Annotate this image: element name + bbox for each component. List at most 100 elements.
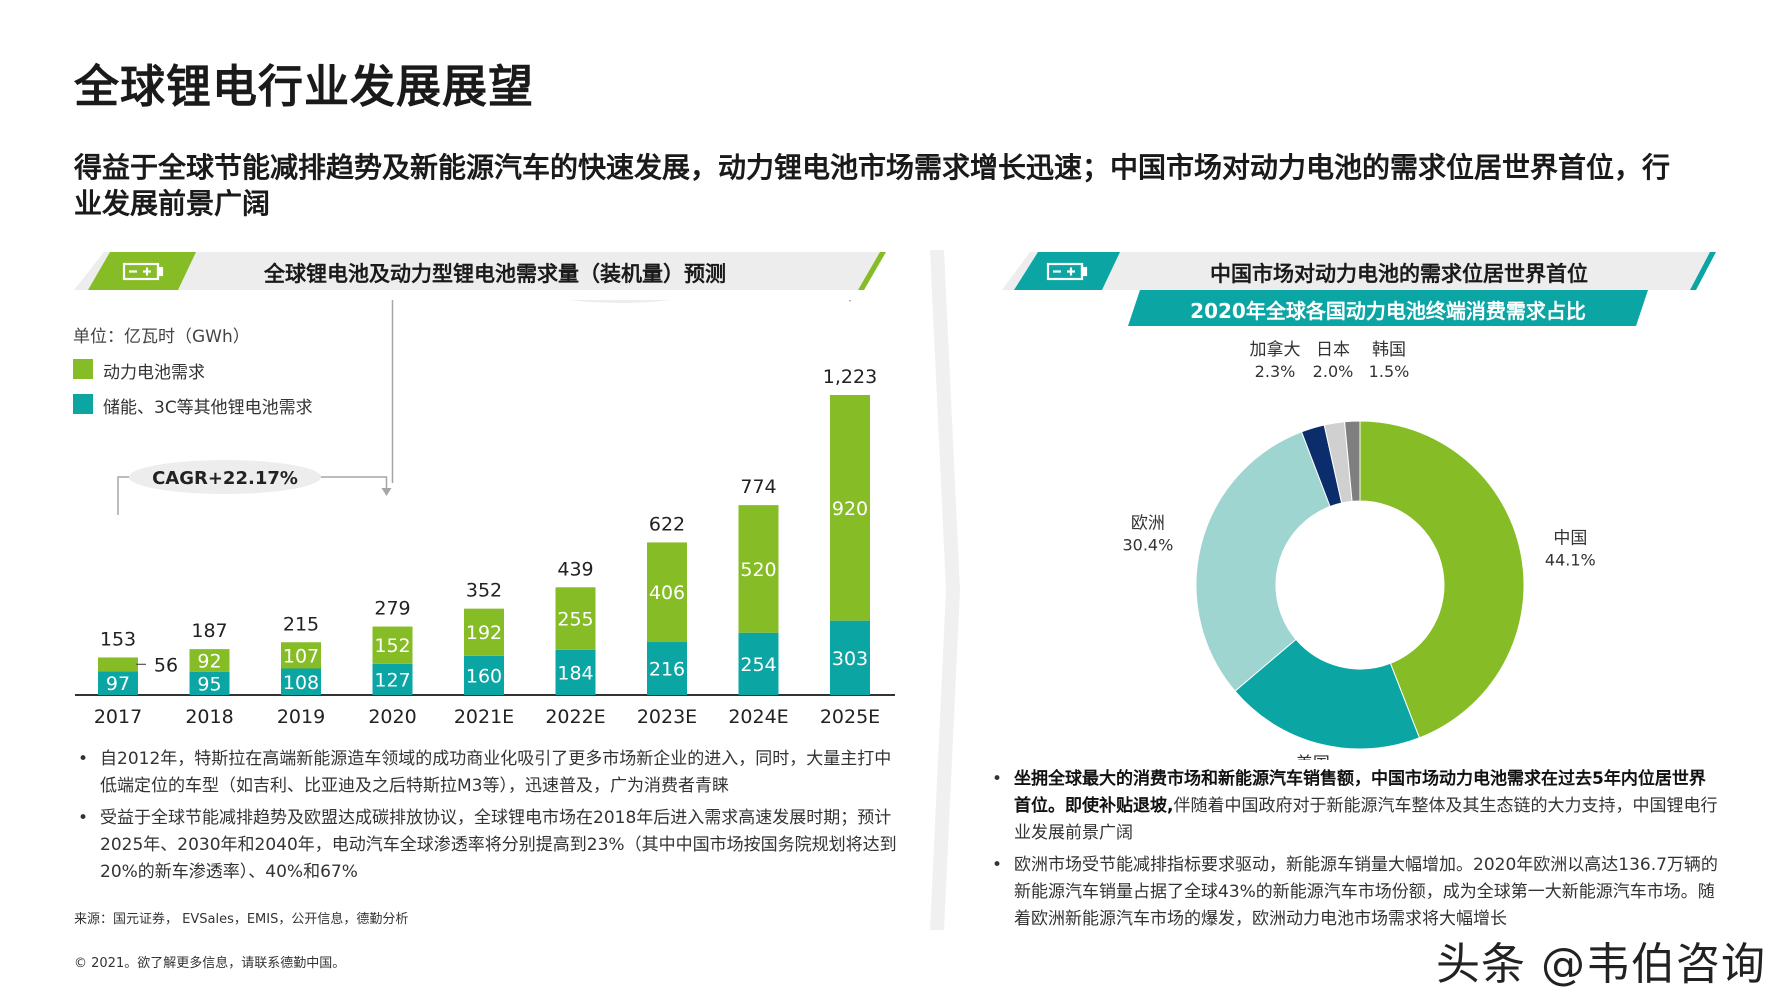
x-tick-label: 2019 <box>277 706 325 728</box>
x-tick-label: 2021E <box>454 706 514 728</box>
legend-swatch-teal <box>73 394 93 414</box>
x-tick-label: 2020 <box>368 706 416 728</box>
bar-value-label: 406 <box>649 582 685 604</box>
bar-value-label: 216 <box>649 659 685 681</box>
donut-slice <box>1344 420 1361 502</box>
bar-total-label: 1,223 <box>823 366 877 388</box>
right-banner-title: 中国市场对动力电池的需求位居世界首位 <box>1210 262 1588 286</box>
slice-percent: 2.0% <box>1313 362 1354 381</box>
slice-label: 加拿大 <box>1250 339 1301 360</box>
bullet-bold-text: 坐拥全球最大的消费市场和新能源汽车销售额，中国市场动力电池需求在过去5年内位居世… <box>1014 769 1706 816</box>
bar-total-label: 352 <box>466 580 502 602</box>
bar-value-label: 108 <box>283 672 319 694</box>
bar-power-segment <box>281 642 321 669</box>
bar-value-label: 160 <box>466 665 502 687</box>
bar-value-label: 520 <box>740 559 776 581</box>
bar-total-label: 187 <box>191 620 227 642</box>
unit-label: 单位：亿瓦时（GWh） <box>73 327 250 347</box>
slice-label: 日本 <box>1316 340 1350 360</box>
bar-other-segment <box>830 620 870 695</box>
slice-percent: 2.3% <box>1255 362 1296 381</box>
copyright-note: © 2021。欲了解更多信息，请联系德勤中国。 <box>74 956 346 971</box>
bar-value-label: 152 <box>374 635 410 657</box>
headline: 得益于全球节能减排趋势及新能源汽车的快速发展，动力锂电池市场需求增长迅速；中国市… <box>74 151 1671 220</box>
legend-swatch-green <box>73 359 93 379</box>
left-bullet-list: • 自2012年，特斯拉在高端新能源造车领域的成功商业化吸引了更多市场新企业的进入… <box>74 746 904 891</box>
cagr-bracket <box>391 300 394 483</box>
bar-value-label: 97 <box>106 673 130 695</box>
slice-label: 韩国 <box>1372 340 1406 360</box>
slice-percent: 1.5% <box>1369 362 1410 381</box>
donut-slice <box>1195 431 1331 692</box>
bar-other-segment <box>281 668 321 695</box>
bullet-text: 伴随着中国政府对于新能源汽车整体及其生态链的大力支持，中国锂电行业发展前景广阔 <box>1014 796 1718 843</box>
right-section-banner: 中国市场对动力电池的需求位居世界首位 <box>1002 252 1722 290</box>
x-tick-label: 2018 <box>185 706 233 728</box>
cagr-badge <box>129 460 321 494</box>
bar-power-segment <box>647 542 687 643</box>
list-item: • 坐拥全球最大的消费市场和新能源汽车销售额，中国市场动力电池需求在过去5年内位居… <box>988 766 1722 847</box>
left-section-banner: 全球锂电池及动力型锂电池需求量（装机量）预测 <box>74 252 894 290</box>
x-tick-label: 2025E <box>820 706 880 728</box>
donut-slice <box>1234 638 1421 750</box>
bullet-dot: • <box>78 808 89 828</box>
pie-subtitle: 2020年全球各国动力电池终端消费需求占比 <box>1190 299 1586 323</box>
bullet-dot: • <box>992 855 1003 875</box>
panel-divider <box>930 250 960 930</box>
x-tick-label: 2024E <box>728 706 788 728</box>
cagr-badge <box>570 300 670 303</box>
bar-power-segment <box>738 505 779 633</box>
bar-power-segment <box>98 657 138 672</box>
legend-label: 动力电池需求 <box>103 363 205 383</box>
bar-other-segment <box>738 632 779 695</box>
bar-other-segment <box>372 663 413 695</box>
left-banner-title: 全球锂电池及动力型锂电池需求量（装机量）预测 <box>264 262 726 286</box>
right-banner-shape <box>1002 252 1716 290</box>
slice-label: 中国 <box>1553 529 1587 549</box>
bar-power-segment <box>372 626 413 664</box>
source-note: 来源：国元证券， EVSales，EMIS，公开信息，德勤分析 <box>74 912 409 927</box>
x-tick-label: 2023E <box>637 706 697 728</box>
bar-value-label: 107 <box>283 645 319 667</box>
slice-percent: 44.1% <box>1545 551 1596 570</box>
bullet-text: 欧洲市场受节能减排指标要求驱动，新能源车销量大幅增加。2020年欧洲以高达136… <box>1014 855 1718 929</box>
page-title: 全球锂电行业发展展望 <box>74 60 535 113</box>
legend-label: 储能、3C等其他锂电池需求 <box>103 398 313 418</box>
bullet-dot: • <box>78 749 89 769</box>
bar-value-label: 192 <box>466 622 502 644</box>
bar-total-label: 153 <box>100 628 136 650</box>
bar-value-label: 184 <box>557 662 593 684</box>
bar-power-segment <box>464 608 504 656</box>
arrow-head-icon <box>848 300 852 302</box>
cagr-label: CAGR+22.17% <box>152 468 298 489</box>
bar-other-segment <box>189 671 230 695</box>
bar-power-segment <box>189 649 230 672</box>
arrow-head-icon <box>381 488 392 496</box>
bar-value-label: 255 <box>557 609 593 631</box>
bar-power-segment <box>555 587 596 650</box>
donut-slice <box>1359 420 1525 739</box>
bar-power-segment <box>830 395 870 621</box>
bar-other-segment <box>464 655 504 695</box>
bar-value-label: 56 <box>154 654 178 676</box>
x-tick-label: 2017 <box>94 706 142 728</box>
list-item: • 自2012年，特斯拉在高端新能源造车领域的成功商业化吸引了更多市场新企业的进入… <box>74 746 904 800</box>
bar-other-segment <box>555 649 596 695</box>
list-item: • 受益于全球节能减排趋势及欧盟达成碳排放协议，全球锂电市场在2018年后进入需求… <box>74 805 904 886</box>
bar-value-label: 254 <box>740 654 776 676</box>
x-tick-label: 2022E <box>545 706 605 728</box>
bar-total-label: 215 <box>283 613 319 635</box>
right-bullet-list: • 坐拥全球最大的消费市场和新能源汽车销售额，中国市场动力电池需求在过去5年内位居… <box>988 766 1722 938</box>
watermark: 头条 @韦伯咨询 <box>1436 939 1766 990</box>
bar-other-segment <box>647 642 687 695</box>
left-banner-shape <box>74 252 886 290</box>
bar-value-label: 920 <box>832 498 868 520</box>
slice-label: 欧洲 <box>1131 514 1165 534</box>
bar-total-label: 622 <box>649 513 685 535</box>
list-item: • 欧洲市场受节能减排指标要求驱动，新能源车销量大幅增加。2020年欧洲以高达13… <box>988 852 1722 933</box>
sub-banner-shape <box>1128 290 1648 326</box>
bar-total-label: 279 <box>374 598 410 620</box>
bar-total-label: 439 <box>557 558 593 580</box>
slice-percent: 30.4% <box>1122 536 1173 555</box>
